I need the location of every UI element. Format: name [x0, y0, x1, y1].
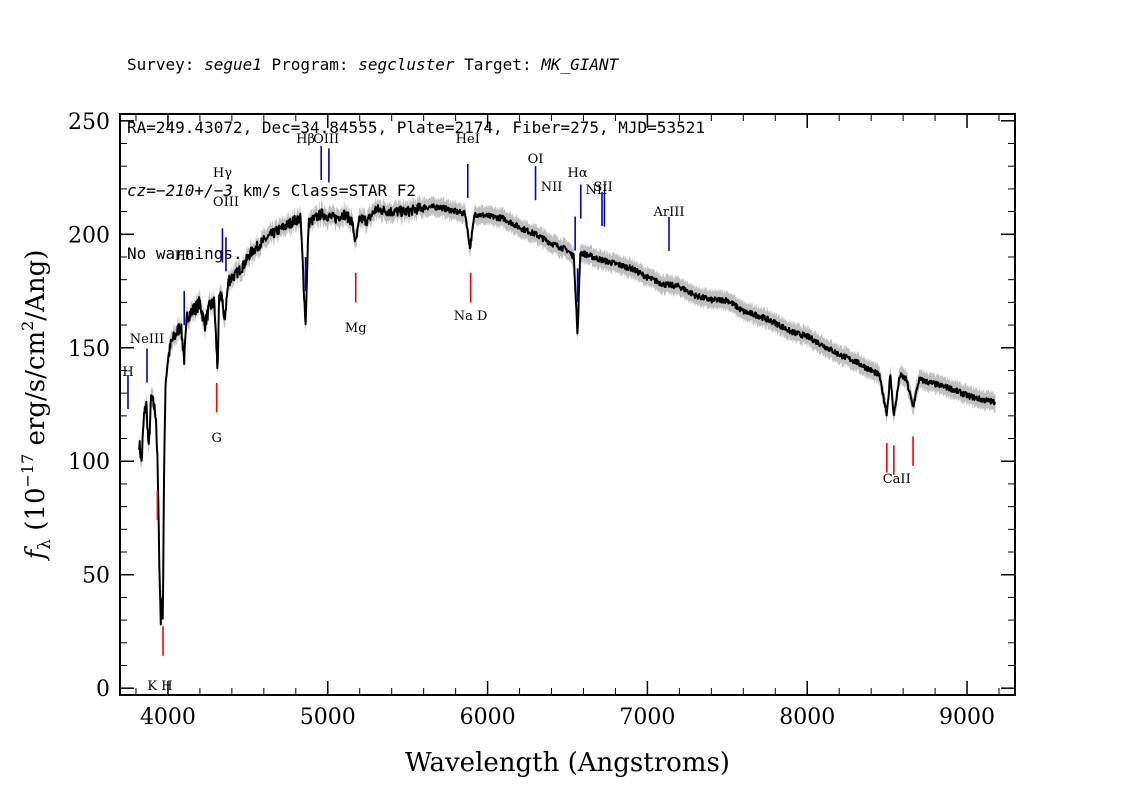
x-axis-label: Wavelength (Angstroms)	[405, 748, 730, 778]
y-tick-label: 50	[82, 564, 110, 589]
y-tick-label: 150	[68, 337, 110, 362]
axis-ticks: 4000 5000 6000 7000 8000 9000 0 50 100 150 200 250	[68, 110, 1015, 730]
line-label: OIII	[313, 132, 339, 147]
line-label: H	[122, 365, 133, 380]
line-label: SII	[594, 180, 613, 195]
header-line-redshift: cz=−210+/−3 km/s Class=STAR F2	[127, 180, 705, 201]
x-tick-label: 7000	[619, 705, 675, 730]
y-tick-label: 100	[68, 450, 110, 475]
survey-label: Survey:	[127, 55, 205, 74]
flux-series-line	[138, 202, 997, 626]
line-label: Na D	[454, 309, 488, 324]
class-value: km/s Class=STAR F2	[232, 181, 416, 200]
spectrum-header: Survey: segue1 Program: segcluster Targe…	[127, 12, 705, 285]
flux-layer	[138, 202, 997, 626]
target-label: Target:	[454, 55, 542, 74]
cz-value: cz=−210+/−3	[127, 181, 233, 200]
line-label: OIII	[213, 195, 239, 210]
line-label: Hγ	[213, 166, 232, 181]
line-label: G	[211, 431, 221, 446]
x-tick-label: 4000	[140, 705, 196, 730]
line-label: Hβ	[296, 132, 315, 147]
line-label: HeI	[456, 132, 480, 147]
program-label: Program:	[261, 55, 359, 74]
line-label: OI	[528, 152, 544, 167]
x-tick-label: 6000	[460, 705, 516, 730]
line-label: ArIII	[652, 205, 684, 220]
survey-value: segue1	[204, 55, 262, 74]
line-label: Hα	[568, 166, 588, 181]
line-label: NII	[541, 180, 563, 195]
header-line-warnings: No warnings.	[127, 244, 243, 263]
header-line-survey: Survey: segue1 Program: segcluster Targe…	[127, 54, 705, 75]
line-label: Mg	[345, 321, 367, 336]
error-band	[139, 194, 996, 634]
plot-frame	[119, 113, 1016, 696]
line-label: CaII	[883, 472, 911, 487]
program-value: segcluster	[358, 55, 455, 74]
y-tick-label: 200	[68, 223, 110, 248]
x-tick-label: 8000	[779, 705, 835, 730]
y-tick-label: 250	[68, 110, 110, 135]
line-label: K H	[147, 679, 172, 694]
line-label: Hδ	[175, 249, 194, 264]
header-line-coords: RA=249.43072, Dec=34.84555, Plate=2174, …	[127, 118, 705, 137]
spectral-line-markers	[127, 145, 914, 656]
target-value: MK_GIANT	[541, 55, 619, 74]
x-tick-label: 9000	[939, 705, 995, 730]
y-tick-label: 0	[96, 677, 110, 702]
line-label: NeIII	[130, 332, 164, 347]
y-axis-label: fλ (10−17 erg/s/cm2/Ang)	[18, 250, 55, 562]
error-band-layer	[139, 194, 996, 634]
x-tick-label: 5000	[300, 705, 356, 730]
line-label: NII	[585, 183, 607, 198]
